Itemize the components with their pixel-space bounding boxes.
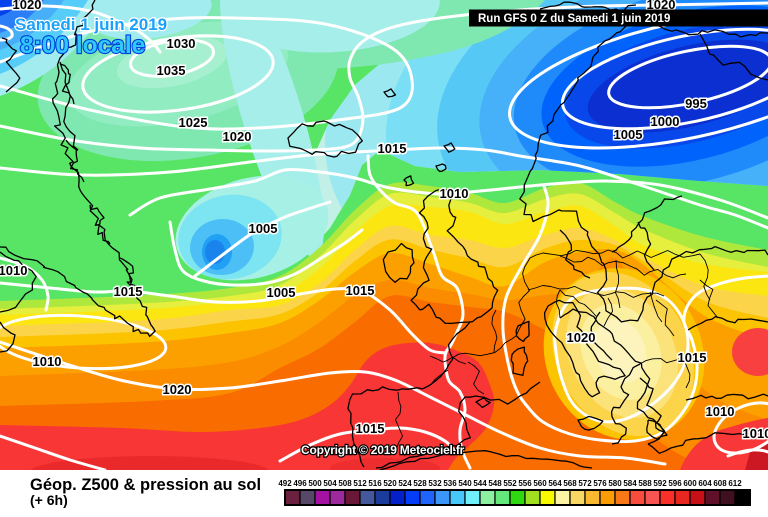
svg-text:1020: 1020 [13,0,42,12]
svg-text:1015: 1015 [678,350,707,365]
svg-text:1005: 1005 [249,221,278,236]
svg-text:524: 524 [398,479,412,488]
svg-text:548: 548 [488,479,502,488]
svg-text:556: 556 [518,479,532,488]
svg-text:1015: 1015 [346,283,375,298]
svg-text:995: 995 [685,96,707,111]
svg-text:1015: 1015 [378,141,407,156]
svg-text:1015: 1015 [114,284,143,299]
svg-text:600: 600 [683,479,697,488]
svg-text:536: 536 [443,479,457,488]
svg-text:516: 516 [368,479,382,488]
svg-text:1020: 1020 [163,382,192,397]
svg-text:1015: 1015 [356,421,385,436]
svg-text:1010: 1010 [0,263,27,278]
svg-text:8:00 locale: 8:00 locale [20,32,145,59]
svg-text:508: 508 [338,479,352,488]
svg-text:588: 588 [638,479,652,488]
svg-text:1000: 1000 [651,114,680,129]
svg-text:544: 544 [473,479,487,488]
svg-text:572: 572 [578,479,592,488]
svg-text:Géop. Z500 & pression au sol: Géop. Z500 & pression au sol [30,476,261,494]
svg-text:532: 532 [428,479,442,488]
svg-text:592: 592 [653,479,667,488]
svg-text:496: 496 [293,479,307,488]
svg-text:1020: 1020 [223,129,252,144]
svg-text:Samedi 1 juin 2019: Samedi 1 juin 2019 [15,15,167,34]
svg-text:1030: 1030 [167,36,196,51]
svg-text:612: 612 [728,479,742,488]
svg-text:1020: 1020 [567,330,596,345]
svg-text:520: 520 [383,479,397,488]
svg-text:1010: 1010 [706,404,735,419]
svg-text:584: 584 [623,479,637,488]
svg-text:552: 552 [503,479,517,488]
svg-text:(+ 6h): (+ 6h) [30,492,68,508]
svg-text:Run GFS 0 Z du Samedi 1 juin 2: Run GFS 0 Z du Samedi 1 juin 2019 [478,13,670,25]
svg-text:540: 540 [458,479,472,488]
svg-text:576: 576 [593,479,607,488]
svg-text:580: 580 [608,479,622,488]
svg-text:528: 528 [413,479,427,488]
svg-text:604: 604 [698,479,712,488]
svg-text:596: 596 [668,479,682,488]
svg-text:1005: 1005 [267,285,296,300]
svg-text:512: 512 [353,479,367,488]
svg-text:564: 564 [548,479,562,488]
svg-text:1035: 1035 [157,63,186,78]
svg-text:1005: 1005 [614,127,643,142]
svg-text:568: 568 [563,479,577,488]
svg-text:1025: 1025 [179,115,208,130]
svg-text:1010: 1010 [33,354,62,369]
svg-text:500: 500 [308,479,322,488]
svg-text:Copyright © 2019 Meteociel.fr: Copyright © 2019 Meteociel.fr [301,443,465,457]
svg-text:492: 492 [278,479,292,488]
svg-text:608: 608 [713,479,727,488]
svg-text:1010: 1010 [440,186,469,201]
svg-text:1010: 1010 [743,426,768,441]
svg-text:560: 560 [533,479,547,488]
svg-text:504: 504 [323,479,337,488]
